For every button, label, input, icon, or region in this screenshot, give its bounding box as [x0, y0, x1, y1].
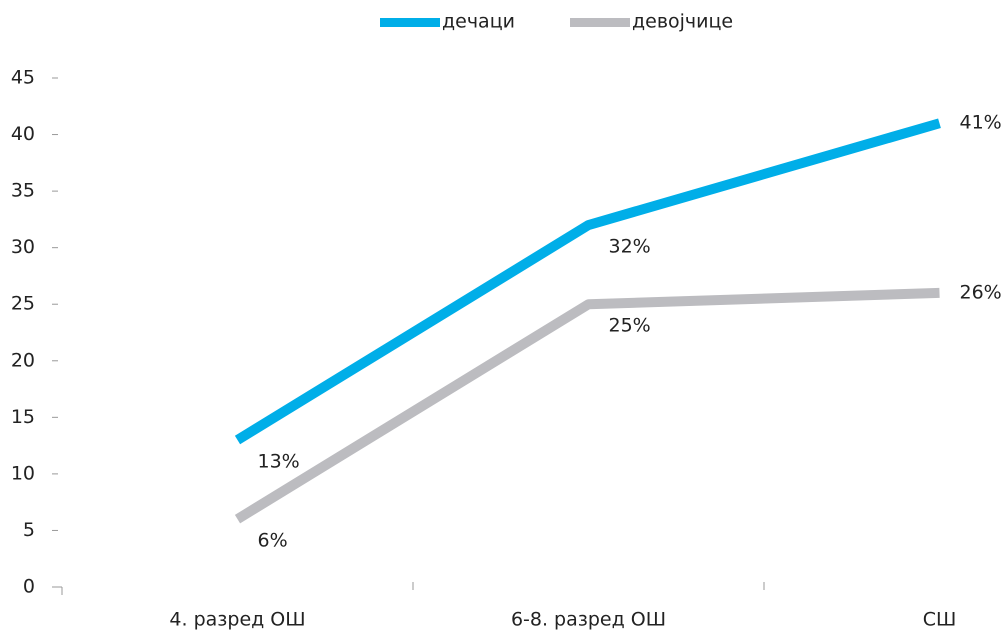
series-line — [234, 118, 941, 445]
series-line — [234, 287, 940, 524]
y-tick-label: 5 — [23, 519, 35, 541]
y-tick-label: 45 — [11, 67, 35, 89]
legend-swatch — [570, 18, 630, 27]
y-tick-label: 25 — [11, 293, 35, 315]
y-tick-label: 35 — [11, 180, 35, 202]
x-tick-label: 4. разред ОШ — [169, 609, 305, 631]
y-tick-label: 30 — [11, 236, 35, 258]
legend-swatch — [380, 18, 440, 27]
x-tick-label: 6-8. разред ОШ — [511, 609, 666, 631]
data-label: 26% — [960, 281, 1002, 303]
y-tick-label: 40 — [11, 123, 35, 145]
data-label: 32% — [609, 236, 651, 258]
x-tick-label: СШ — [923, 609, 957, 631]
y-tick-label: 0 — [23, 576, 35, 598]
y-tick-label: 20 — [11, 349, 35, 371]
data-label: 6% — [258, 530, 288, 552]
y-tick-label: 15 — [11, 406, 35, 428]
legend-label: девојчице — [632, 11, 733, 33]
legend-label: дечаци — [442, 11, 515, 33]
y-tick-label: 10 — [11, 462, 35, 484]
data-label: 41% — [960, 112, 1002, 134]
data-label: 13% — [258, 450, 300, 472]
data-label: 25% — [609, 315, 651, 337]
